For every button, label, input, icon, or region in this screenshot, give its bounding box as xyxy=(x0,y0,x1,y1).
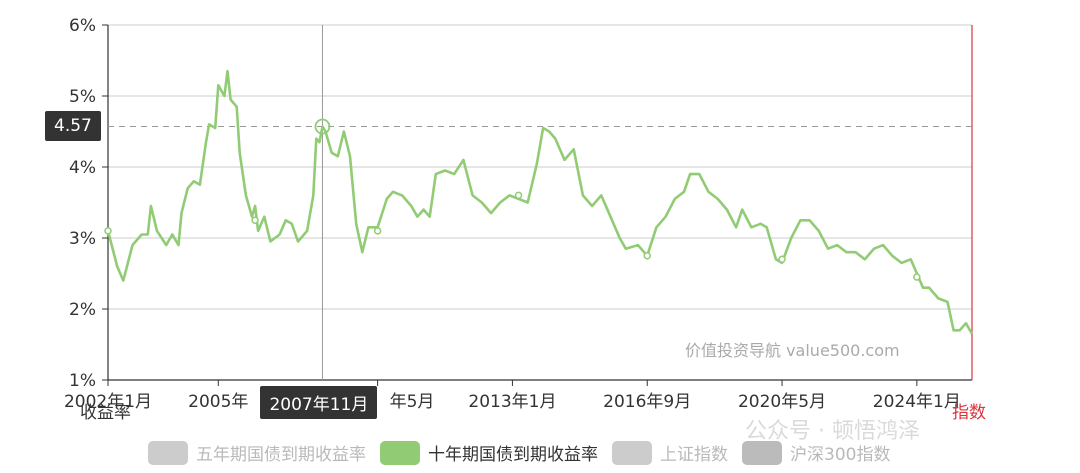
watermark-text: 价值投资导航 value500.com xyxy=(685,341,900,360)
x-tick-label: 2016年9月 xyxy=(603,392,691,412)
y-tick-label: 1% xyxy=(69,371,96,391)
y-tick-label: 5% xyxy=(69,87,96,107)
x-tick-label: 2024年1月 xyxy=(873,392,961,412)
legend-item[interactable]: 上证指数 xyxy=(612,440,728,465)
y-axis-pointer-label: 4.57 xyxy=(45,110,101,141)
legend: 五年期国债到期收益率 十年期国债到期收益率 上证指数 沪深300指数 xyxy=(148,440,890,465)
grid-lines xyxy=(108,24,972,310)
data-point[interactable] xyxy=(104,227,112,235)
legend-swatch xyxy=(612,440,652,465)
x-tick-label: 2005年 xyxy=(188,392,248,412)
x-tick-label: 2013年1月 xyxy=(468,392,556,412)
x-tick-label: 年5月 xyxy=(390,392,435,412)
x-tick-labels: 2002年1月 2005年 年5月 2013年1月 2016年9月 2020年5月 2024… xyxy=(64,380,961,412)
y-axis-name-right: 指数 xyxy=(952,403,986,423)
data-point[interactable] xyxy=(643,252,651,260)
legend-label: 五年期国债到期收益率 xyxy=(196,445,366,465)
legend-label: 十年期国债到期收益率 xyxy=(428,445,598,465)
series-line xyxy=(106,69,974,335)
crosshair xyxy=(108,25,972,380)
brand-watermark: 公众号 · 顿悟鸿泽 xyxy=(745,419,920,444)
series-layer xyxy=(104,69,974,335)
data-point[interactable] xyxy=(913,273,921,281)
legend-swatch xyxy=(148,440,188,465)
legend-item[interactable]: 沪深300指数 xyxy=(742,440,890,465)
data-point[interactable] xyxy=(251,216,259,224)
highlight-point[interactable] xyxy=(314,118,331,135)
legend-swatch xyxy=(742,440,782,465)
legend-item[interactable]: 五年期国债到期收益率 xyxy=(148,440,366,465)
y-tick-label: 3% xyxy=(69,229,96,249)
y-tick-label: 6% xyxy=(69,16,96,36)
legend-label: 沪深300指数 xyxy=(790,445,891,465)
y-tick-label: 2% xyxy=(69,300,96,320)
legend-swatch xyxy=(380,440,420,465)
data-point[interactable] xyxy=(373,227,382,235)
y-axis-name-left: 收益率 xyxy=(80,403,131,423)
x-axis-pointer-label: 2007年11月 xyxy=(260,386,378,419)
x-tick-label: 2002年1月 xyxy=(64,392,152,412)
data-point[interactable] xyxy=(778,255,786,264)
x-tick-label: 2020年5月 xyxy=(738,392,826,412)
y-tick-label: 4% xyxy=(69,158,96,178)
legend-item[interactable]: 十年期国债到期收益率 xyxy=(380,440,598,465)
axes xyxy=(107,25,973,381)
y-tick-labels: 1% 2% 3% 4% 5% 6% xyxy=(69,16,108,391)
data-point[interactable] xyxy=(514,191,523,200)
legend-label: 上证指数 xyxy=(660,445,728,465)
